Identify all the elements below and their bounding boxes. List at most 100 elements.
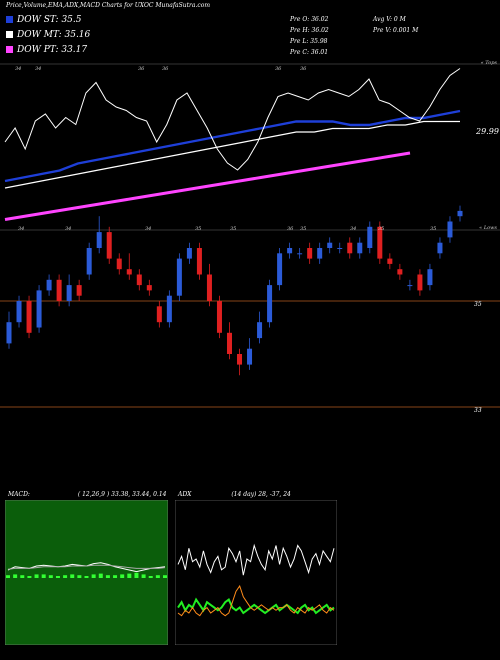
candle-body: [86, 248, 92, 275]
candle-body: [307, 248, 313, 259]
candle-body: [46, 279, 52, 291]
macd-histogram-bar: [84, 576, 89, 578]
macd-histogram-bar: [134, 572, 139, 578]
candle-body: [457, 210, 463, 217]
ema-tick-label: 36: [275, 66, 282, 72]
candle-tick-label: 35: [230, 226, 236, 232]
y-label-33: 33: [474, 407, 482, 414]
macd-histogram-bar: [77, 575, 82, 578]
ema-lines: [4, 68, 461, 221]
candle-body: [16, 301, 22, 323]
stat-close: Pre C: 36.01: [290, 49, 329, 56]
candle-body: [427, 269, 433, 286]
candle-tick-label: 36: [287, 226, 294, 232]
candle-body: [267, 285, 273, 323]
candle-body: [176, 258, 182, 296]
candle-body: [156, 306, 162, 323]
y-label-35: 35: [474, 301, 482, 308]
candle-body: [226, 332, 232, 354]
candle-tick-label: 35: [300, 226, 306, 232]
candle-body: [347, 242, 353, 254]
stat-avg-volume: Avg V: 0 M: [373, 16, 406, 23]
candle-tick-label: 35: [430, 226, 436, 232]
candle-body: [116, 258, 122, 270]
adx-minus-di-line: [177, 584, 335, 617]
candle-body: [287, 248, 293, 254]
candle-body: [317, 248, 323, 259]
candle-tick-label: 35: [378, 226, 384, 232]
adx-title-label: ADX: [178, 491, 192, 498]
stat-low: Pre L: 35.98: [290, 38, 328, 45]
legend-label-mt: DOW MT: 35.16: [17, 30, 91, 40]
candle-body: [66, 285, 72, 301]
macd-histogram-bar: [6, 575, 10, 578]
candle-body: [6, 322, 12, 344]
legend-label-st: DOW ST: 35.5: [17, 15, 82, 25]
candle-body: [126, 269, 132, 275]
macd-histogram-bar: [27, 576, 32, 578]
macd-params: ( 12,26,9 ) 33.38, 33.44, 0.14: [77, 491, 167, 498]
candle-tick-label: 34: [145, 226, 151, 232]
ema-line-dow-mt: [4, 120, 460, 189]
candle-body: [247, 348, 253, 365]
candle-body: [186, 248, 192, 259]
candle-body: [327, 242, 333, 248]
macd-histogram-bar: [98, 573, 103, 578]
macd-histogram-bar: [120, 574, 125, 578]
ema-tick-label: 34: [15, 66, 21, 72]
adx-chart: [175, 500, 337, 645]
legend-dow-mt: DOW MT: 35.16: [6, 30, 90, 40]
candle-body: [26, 301, 32, 333]
candle-body: [417, 274, 423, 291]
ema-value-label: 29.99: [475, 127, 499, 136]
candle-body: [407, 285, 413, 287]
candle-body: [377, 226, 383, 259]
tick-labels: 34 34 36 36 36 36 34 34 34 35 35 36 35 34 35 35: [15, 66, 436, 232]
macd-histogram-bar: [20, 575, 25, 578]
ema-tick-label: 36: [162, 66, 169, 72]
candle-body: [196, 248, 202, 275]
candle-body: [387, 258, 393, 264]
candles: [6, 205, 463, 376]
page-title: Price,Volume,EMA,ADX,MACD Charts for UXO…: [6, 2, 211, 9]
candle-body: [36, 290, 42, 328]
macd-histogram-bar: [55, 576, 60, 578]
macd-histogram-bar: [91, 574, 96, 578]
ema-tick-label: 36: [138, 66, 145, 72]
candle-tick-label: 35: [195, 226, 201, 232]
candle-body: [166, 295, 172, 323]
macd-histogram-bar: [13, 574, 18, 578]
macd-histogram-bar: [127, 573, 132, 578]
candle-body: [76, 285, 82, 296]
legend-label-pt: DOW PT: 33.17: [17, 45, 88, 55]
legend-swatch-mt: [6, 31, 13, 38]
candle-body: [96, 232, 102, 248]
price-chart: « Tops « Lows 29.99 35 33 34 34 36 36 36 3634…: [0, 60, 500, 414]
candle-body: [397, 269, 403, 275]
candle-body: [106, 232, 112, 259]
macd-signal-line: [7, 564, 166, 570]
candle-body: [136, 274, 142, 286]
candle-body: [357, 242, 363, 254]
macd-histogram-bar: [113, 575, 118, 578]
candle-body: [297, 253, 303, 255]
candle-body: [237, 354, 243, 365]
ema-line-dow-st: [4, 109, 461, 183]
candle-tick-label: 34: [350, 226, 356, 232]
macd-chart: [5, 500, 168, 645]
legend-swatch-pt: [6, 46, 13, 53]
ema-tick-label: 36: [300, 66, 307, 72]
candle-body: [146, 285, 152, 291]
adx-background: [175, 500, 337, 645]
candle-body: [216, 301, 222, 333]
stat-volume: Pre V: 0.001 M: [373, 27, 419, 34]
candle-body: [447, 221, 453, 238]
adx-lines: [177, 543, 335, 617]
macd-histogram-bar: [155, 575, 160, 578]
ema-tick-label: 34: [35, 66, 41, 72]
legend-dow-st: DOW ST: 35.5: [6, 15, 82, 25]
macd-background: [5, 500, 168, 645]
legend-dow-pt: DOW PT: 33.17: [6, 45, 87, 55]
candle-body: [437, 242, 443, 254]
macd-histogram-bar: [34, 574, 39, 578]
